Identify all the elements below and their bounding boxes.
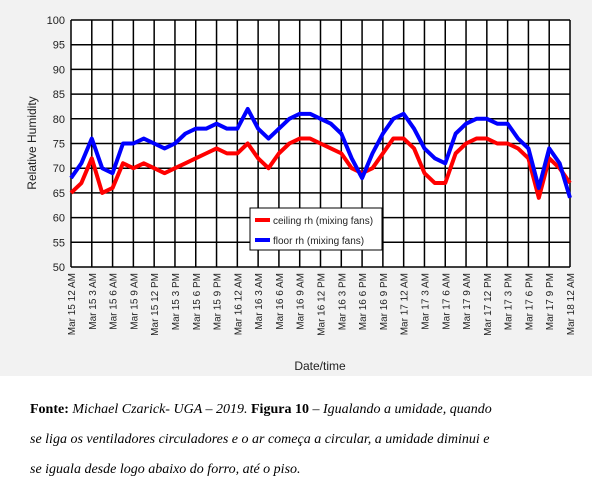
x-tick-label: Mar 16 6 AM (275, 273, 286, 330)
caption: Fonte: Michael Czarick- UGA – 2019. Figu… (30, 402, 492, 417)
x-tick-label: Mar 15 6 PM (192, 273, 203, 330)
x-tick-label: Mar 15 3 AM (88, 273, 99, 330)
x-tick-label: Mar 16 3 AM (254, 273, 265, 330)
y-tick-label: 95 (53, 40, 65, 52)
legend-box (249, 207, 383, 251)
x-tick-label: Mar 16 9 PM (379, 273, 390, 330)
x-tick-label: Mar 17 12 AM (400, 273, 411, 335)
y-tick-label: 75 (53, 139, 65, 151)
y-axis-title: Relative Humidity (25, 96, 39, 189)
y-tick-label: 100 (47, 15, 65, 27)
y-tick-label: 80 (53, 114, 65, 126)
x-tick-label: Mar 15 9 AM (129, 273, 140, 330)
line-series (69, 106, 572, 199)
x-tick-label: Mar 16 12 AM (233, 273, 244, 335)
legend-label: ceiling rh (mixing fans) (273, 216, 373, 227)
x-tick-label: Mar 16 9 AM (296, 273, 307, 330)
y-tick-label: 60 (53, 213, 65, 225)
x-tick-label: Mar 16 6 PM (358, 273, 369, 330)
x-tick-label: Mar 17 9 PM (545, 273, 556, 330)
x-tick-label: Mar 17 6 AM (441, 273, 452, 330)
x-tick-label: Mar 17 12 PM (483, 273, 494, 336)
caption-text: – Igualando a umidade, quando (311, 402, 491, 417)
legend-label: floor rh (mixing fans) (273, 236, 364, 247)
y-tick-label: 70 (53, 163, 65, 175)
y-tick-label: 50 (53, 262, 65, 274)
caption-figure: Figura 10 (251, 402, 309, 417)
x-tick-label: Mar 17 3 PM (504, 273, 515, 330)
x-tick-label: Mar 16 3 PM (337, 273, 348, 330)
caption-source-label: Fonte: (30, 402, 69, 417)
caption-text: se iguala desde logo abaixo do forro, at… (30, 462, 301, 477)
caption-source: Michael Czarick- UGA – 2019. (71, 402, 247, 417)
x-tick-label: Mar 15 3 PM (171, 273, 182, 330)
y-tick-label: 55 (53, 237, 65, 249)
y-tick-label: 90 (53, 64, 65, 76)
x-tick-label: Mar 15 9 PM (213, 273, 224, 330)
x-tick-label: Mar 15 12 AM (67, 273, 78, 335)
y-tick-label: 65 (53, 188, 65, 200)
x-tick-label: Mar 15 12 PM (150, 273, 161, 336)
x-tick-label: Mar 15 6 AM (109, 273, 120, 330)
x-tick-label: Mar 17 9 AM (462, 273, 473, 330)
x-axis-title: Date/time (294, 359, 346, 373)
x-tick-label: Mar 17 3 AM (420, 273, 431, 330)
x-tick-label: Mar 16 12 PM (317, 273, 328, 336)
caption-text: se liga os ventiladores circuladores e o… (30, 432, 489, 447)
y-tick-label: 85 (53, 89, 65, 101)
x-tick-label: Mar 18 12 AM (566, 273, 577, 335)
line-series (69, 136, 572, 200)
x-tick-label: Mar 17 6 PM (524, 273, 535, 330)
